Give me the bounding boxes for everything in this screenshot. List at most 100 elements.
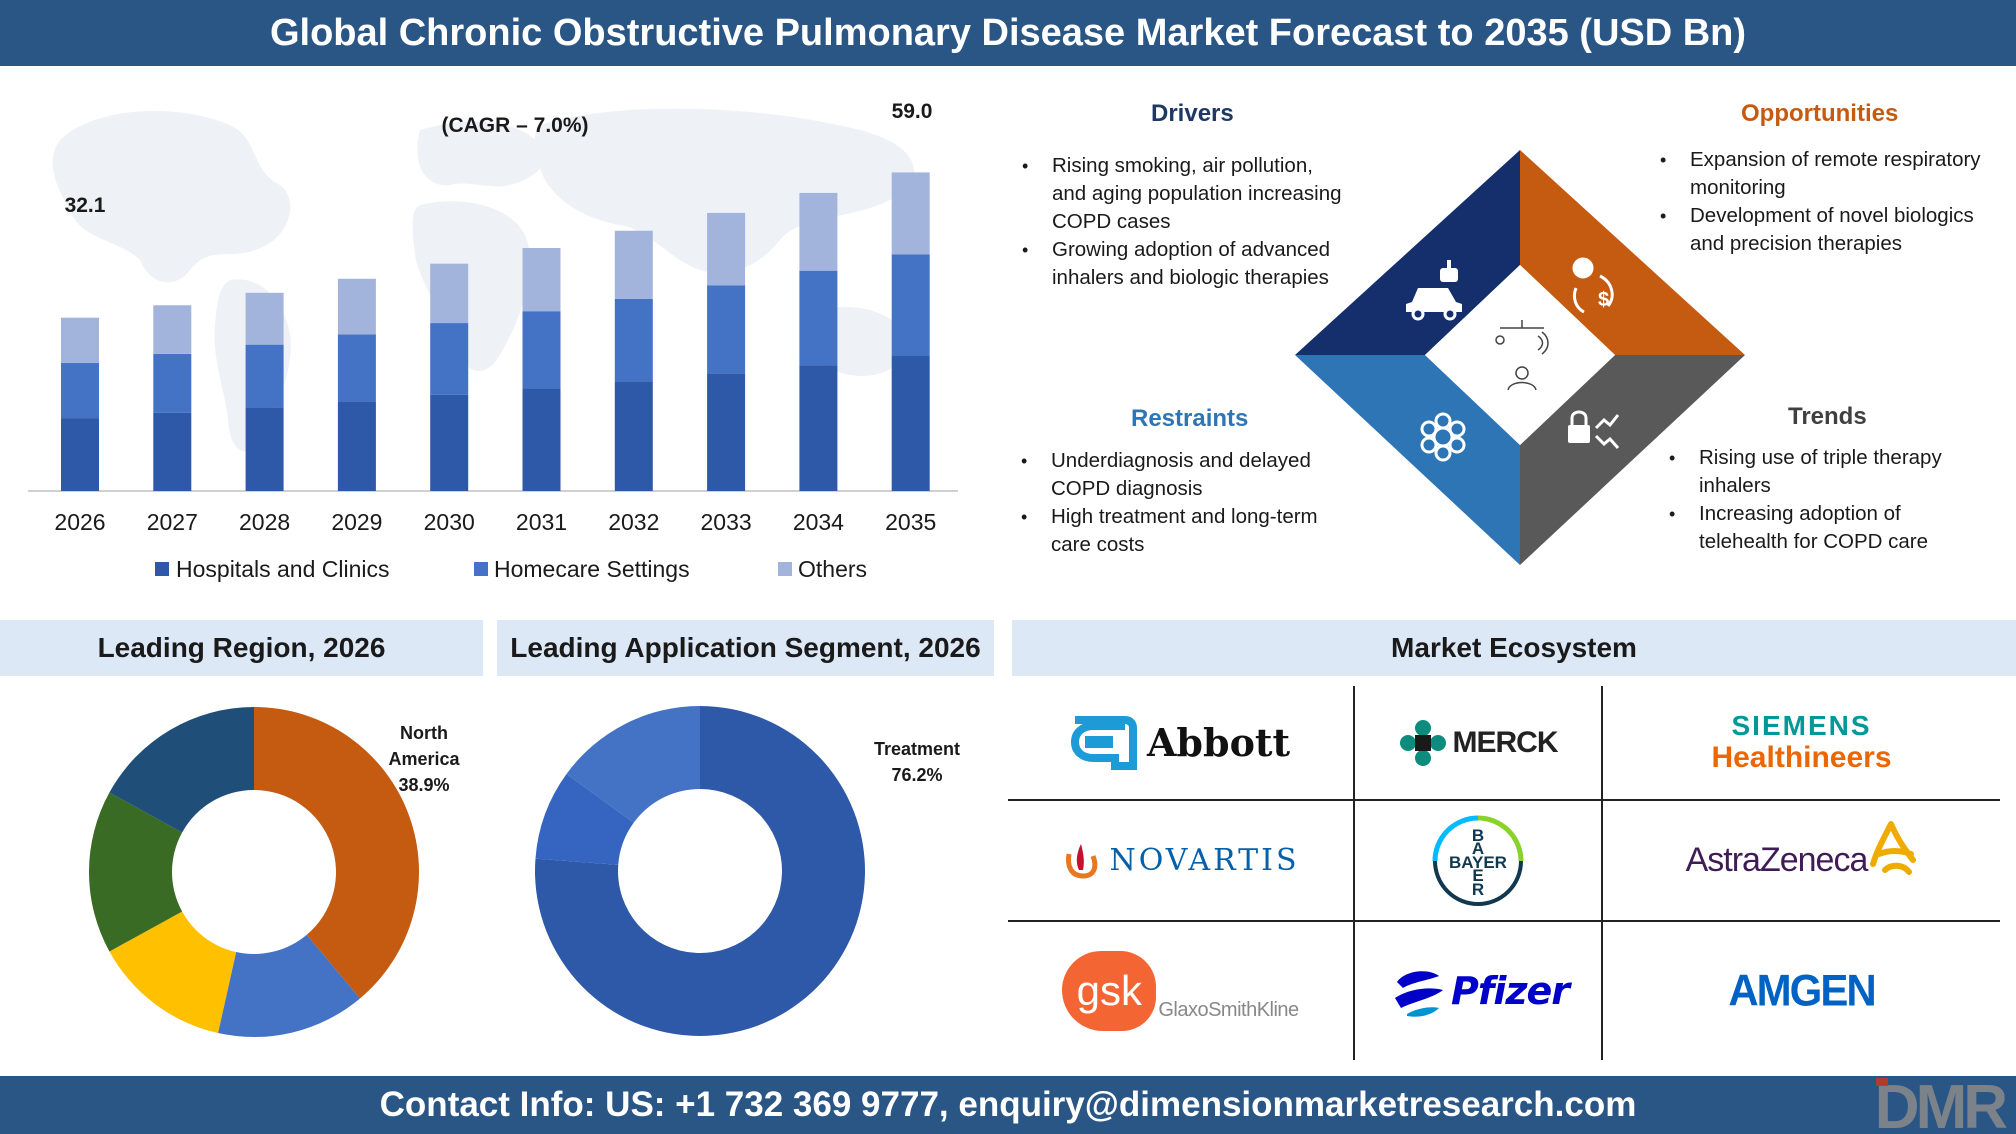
page-title: Global Chronic Obstructive Pulmonary Dis… xyxy=(269,11,1747,54)
x-tick-label: 2030 xyxy=(424,509,475,535)
merck-logo: MERCK xyxy=(1355,686,1601,799)
application-slice-1 xyxy=(535,774,634,865)
section-region-title: Leading Region, 2026 xyxy=(0,620,483,676)
grid-divider xyxy=(1008,799,2000,801)
novartis-flame-icon xyxy=(1066,843,1098,879)
bayer-name: BAYER xyxy=(1449,853,1507,872)
x-tick-label: 2035 xyxy=(885,509,936,535)
section-application-title: Leading Application Segment, 2026 xyxy=(497,620,994,676)
legend-label-hospitals: Hospitals and Clinics xyxy=(176,556,389,582)
restraints-title: Restraints xyxy=(1131,405,1249,432)
bar-others-2030 xyxy=(430,263,469,324)
gsk-mark-text: gsk xyxy=(1076,967,1142,1014)
amgen-name: AMGEN xyxy=(1728,965,1876,1016)
diamond-trends-quadrant xyxy=(1520,355,1745,565)
bar-others-2029 xyxy=(337,278,376,335)
bar-homecare-2030 xyxy=(430,323,469,395)
diamond-restraints-quadrant xyxy=(1295,355,1520,565)
opportunities-title: Opportunities xyxy=(1741,100,1899,127)
bar-hospitals-2027 xyxy=(153,412,192,491)
world-map-background xyxy=(52,108,914,452)
region-donut-chart xyxy=(89,707,419,1037)
application-callout: Treatment 76.2% xyxy=(852,736,982,788)
gear-flower-icon xyxy=(1420,412,1466,462)
bar-hospitals-2026 xyxy=(61,418,99,491)
x-tick-label: 2029 xyxy=(331,509,382,535)
pfizer-helix-icon xyxy=(1394,971,1443,1017)
bar-hospitals-2035 xyxy=(891,356,930,491)
x-tick-label: 2027 xyxy=(147,509,198,535)
abbott-name: Abbott xyxy=(1146,720,1291,765)
bar-homecare-2028 xyxy=(245,344,284,408)
region-slice-3 xyxy=(89,792,183,952)
abbott-mark-icon xyxy=(1070,715,1137,770)
region-callout-value: 38.9% xyxy=(398,775,450,795)
total-label-2026: 32.1 xyxy=(65,194,106,217)
dmr-logo: DMR xyxy=(1875,1073,2011,1134)
astrazeneca-logo: AstraZeneca xyxy=(1603,801,2000,920)
bar-homecare-2035 xyxy=(891,254,930,356)
region-slice-4 xyxy=(109,707,255,833)
restraints-item: Underdiagnosis and delayed COPD diagnosi… xyxy=(1021,447,1346,503)
dro-panel: $ xyxy=(1000,70,2016,610)
region-slice-1 xyxy=(218,934,360,1037)
gsk-name: GlaxoSmithKline xyxy=(1158,998,1299,1021)
restraints-list: Underdiagnosis and delayed COPD diagnosi… xyxy=(1021,447,1346,559)
bayer-cross-icon: B A E R BAYER xyxy=(1432,815,1524,906)
astrazeneca-name: AstraZeneca xyxy=(1685,841,1869,879)
header-bar: Global Chronic Obstructive Pulmonary Dis… xyxy=(0,0,2016,66)
bar-homecare-2029 xyxy=(337,334,376,402)
gsk-logo: gsk GlaxoSmithKline xyxy=(1008,922,1353,1060)
section-ecosystem-title: Market Ecosystem xyxy=(1012,620,2016,676)
x-tick-label: 2028 xyxy=(239,509,290,535)
bar-homecare-2032 xyxy=(614,298,653,382)
region-callout: North America 38.9% xyxy=(374,720,474,798)
bar-others-2026 xyxy=(61,317,99,364)
grid-divider xyxy=(1008,920,2000,922)
lock-trend-icon xyxy=(1568,410,1620,449)
car-robot-icon xyxy=(1406,260,1462,321)
region-callout-name: North America xyxy=(388,723,460,769)
abbott-logo: Abbott xyxy=(1008,686,1353,799)
legend-swatch-others xyxy=(778,562,792,576)
drivers-list: Rising smoking, air pollution, and aging… xyxy=(1022,152,1352,292)
trends-item: Rising use of triple therapy inhalers xyxy=(1669,444,1989,500)
dmr-logo-text: DMR xyxy=(1875,1073,2007,1134)
svg-text:B: B xyxy=(1472,826,1484,845)
svg-text:$: $ xyxy=(1598,289,1609,311)
legend-swatch-homecare xyxy=(474,562,488,576)
trends-list: Rising use of triple therapy inhalers In… xyxy=(1669,444,1989,556)
pfizer-name: Pfizer xyxy=(1450,969,1570,1013)
pfizer-logo: Pfizer xyxy=(1355,922,1601,1060)
bar-hospitals-2028 xyxy=(245,407,284,491)
contact-info: Contact Info: US: +1 732 369 9777, enqui… xyxy=(379,1085,1637,1124)
bayer-logo: B A E R BAYER xyxy=(1355,801,1601,920)
application-callout-value: 76.2% xyxy=(891,765,943,785)
x-tick-label: 2032 xyxy=(608,509,659,535)
bar-hospitals-2030 xyxy=(430,394,469,491)
center-person-icon xyxy=(1495,320,1549,391)
bar-others-2033 xyxy=(707,212,746,286)
bar-homecare-2031 xyxy=(522,311,561,389)
dro-diamond: $ xyxy=(1295,150,1745,565)
bar-others-2027 xyxy=(153,305,192,354)
novartis-logo: NOVARTIS xyxy=(1008,801,1353,920)
amgen-logo: AMGEN xyxy=(1603,922,2000,1060)
legend-swatch-hospitals xyxy=(155,562,169,576)
ecosystem-grid: Abbott MERCK SIEMENS Healthineers NOVART… xyxy=(1008,686,2000,1060)
grid-divider xyxy=(1353,686,1355,1060)
market-bar-chart: 2026 2027 2028 2029 2030 2031 2032 2033 2034 2035… xyxy=(28,100,958,582)
gsk-mark-icon: gsk xyxy=(1062,951,1157,1031)
bar-others-2032 xyxy=(614,230,653,299)
bar-homecare-2033 xyxy=(707,285,746,374)
opportunities-item: Expansion of remote respiratory monitori… xyxy=(1660,146,2010,202)
drivers-title: Drivers xyxy=(1151,100,1234,127)
application-donut-panel: Treatment 76.2% xyxy=(500,690,1000,1060)
bar-others-2034 xyxy=(799,192,838,271)
trends-item: Increasing adoption of telehealth for CO… xyxy=(1669,500,1989,556)
application-donut-chart xyxy=(535,706,865,1036)
footer-bar: Contact Info: US: +1 732 369 9777, enqui… xyxy=(0,1076,2016,1134)
x-tick-label: 2034 xyxy=(793,509,844,535)
siemens-logo: SIEMENS Healthineers xyxy=(1603,686,2000,799)
